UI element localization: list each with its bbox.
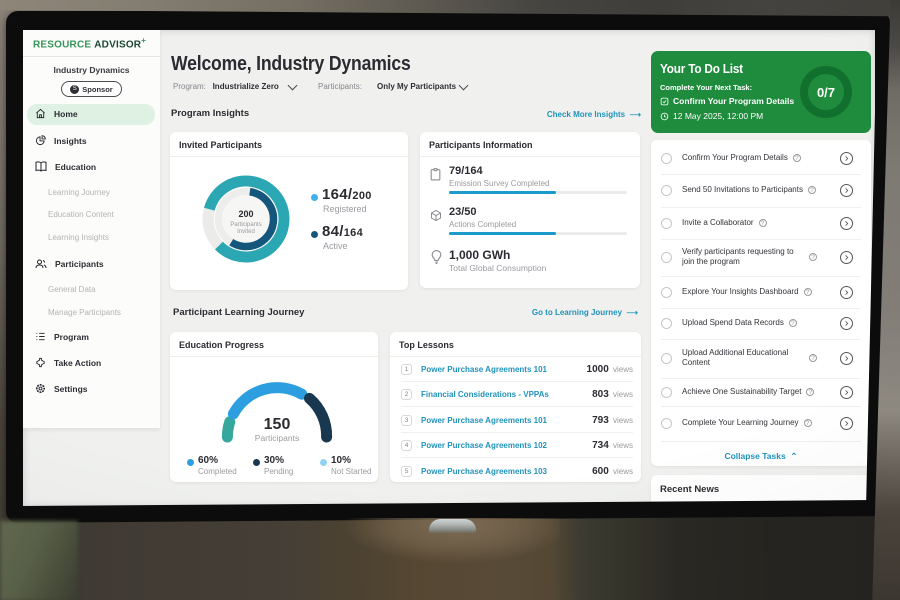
svg-text:Invited: Invited (237, 229, 255, 235)
svg-text:200: 200 (238, 209, 253, 219)
svg-text:150: 150 (264, 416, 291, 433)
svg-text:Participants: Participants (255, 433, 299, 443)
svg-text:Participants: Participants (230, 222, 261, 228)
